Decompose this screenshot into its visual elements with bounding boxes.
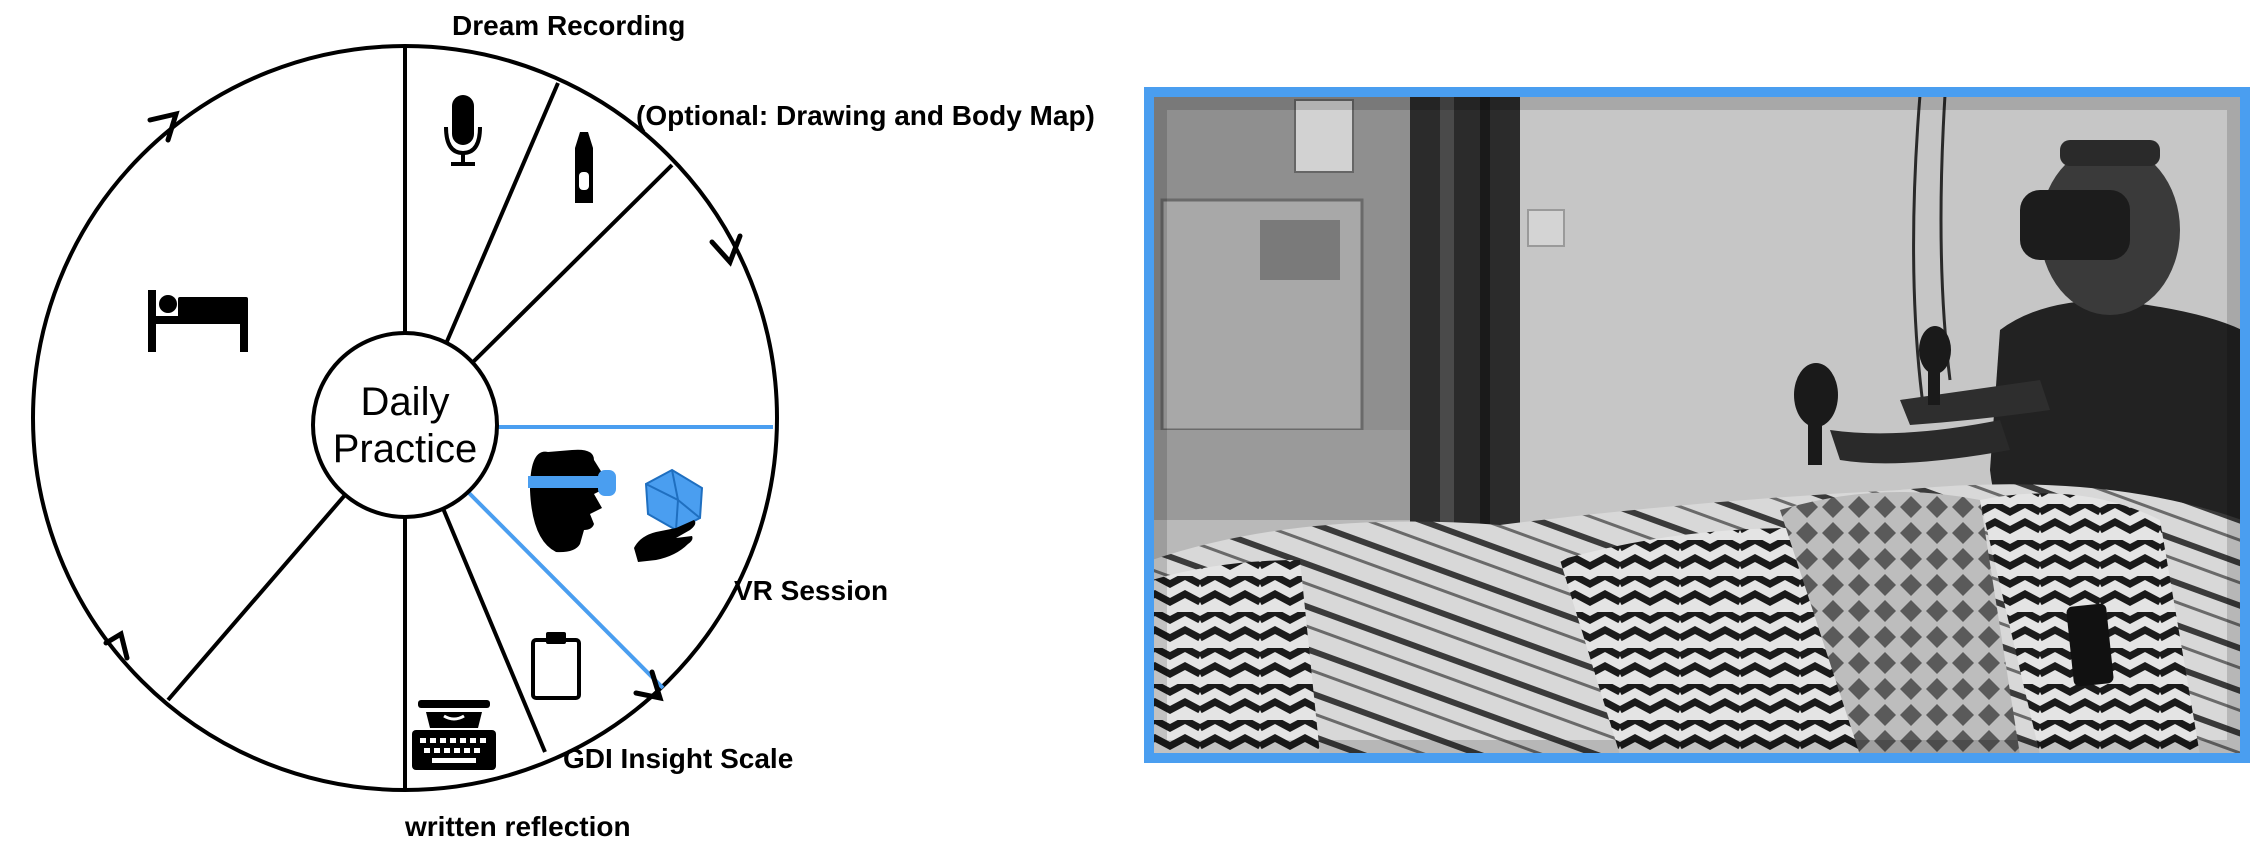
arrow-top-left — [147, 110, 180, 143]
clipboard-icon — [531, 632, 581, 700]
bed-icon — [148, 290, 248, 352]
vr-headset-head-icon — [528, 449, 616, 553]
label-dream-recording: Dream Recording — [452, 10, 685, 41]
hand-with-crystal-icon — [634, 468, 704, 562]
label-written-reflection: written reflection — [404, 811, 631, 842]
arrow-top-right — [709, 233, 743, 267]
photo-frame — [1144, 87, 2250, 763]
photo-content — [1152, 95, 2242, 755]
microphone-icon — [444, 95, 482, 166]
flow-arrows — [103, 110, 743, 702]
label-optional-drawing: (Optional: Drawing and Body Map) — [636, 100, 1095, 131]
typewriter-icon — [412, 700, 496, 770]
arrow-bottom-left — [103, 630, 130, 661]
label-vr-session: VR Session — [734, 575, 888, 606]
crayon-icon — [575, 132, 593, 203]
center-label-line2: Practice — [333, 427, 478, 471]
photo-vr-participant-in-bed — [1144, 87, 2250, 763]
segment-dividers — [166, 46, 674, 790]
label-gdi-insight-scale: GDI Insight Scale — [563, 743, 793, 774]
center-label-line1: Daily — [361, 380, 450, 424]
practice-cycle-diagram: Daily Practice — [31, 10, 1095, 842]
arrow-bottom-right — [633, 669, 664, 702]
vr-segment-dividers — [463, 425, 773, 690]
center-circle — [311, 331, 499, 519]
